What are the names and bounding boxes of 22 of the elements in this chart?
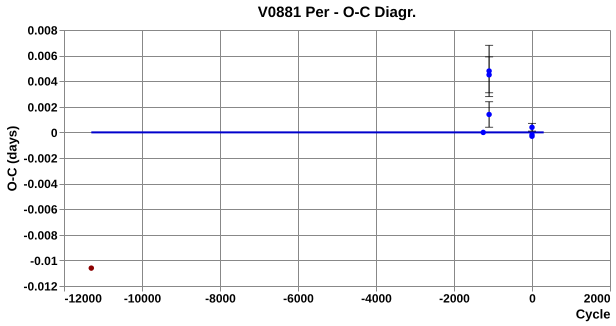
y-tick-label: 0.004 [27,74,58,89]
x-tick-label: -6000 [283,292,314,306]
y-tick-label: 0.006 [27,49,58,64]
x-tick-label: 0 [529,292,536,306]
x-tick-label: -10000 [124,292,162,306]
x-tick-label: -12000 [64,292,102,306]
y-axis-title: O-C (days) [4,126,20,192]
y-tick-label: 0.002 [27,100,58,114]
chart-title: V0881 Per - O-C Diagr. [258,4,416,21]
y-tick-label: -0.008 [23,228,58,242]
y-tick-label: -0.002 [23,152,58,166]
y-tick-label: 0.008 [27,24,58,38]
y-tick-label: -0.01 [30,254,58,268]
x-tick-label: -8000 [205,292,236,306]
y-tick-label: -0.006 [23,202,58,217]
x-tick-label: -4000 [361,292,392,306]
y-tick-label: -0.012 [23,280,58,294]
y-tick-label: 0 [50,126,58,140]
x-tick-label: -2000 [439,292,470,306]
x-tick-label: 2000 [584,292,611,306]
y-tick-label: -0.004 [23,177,58,192]
x-axis-title: Cycle [576,306,610,322]
